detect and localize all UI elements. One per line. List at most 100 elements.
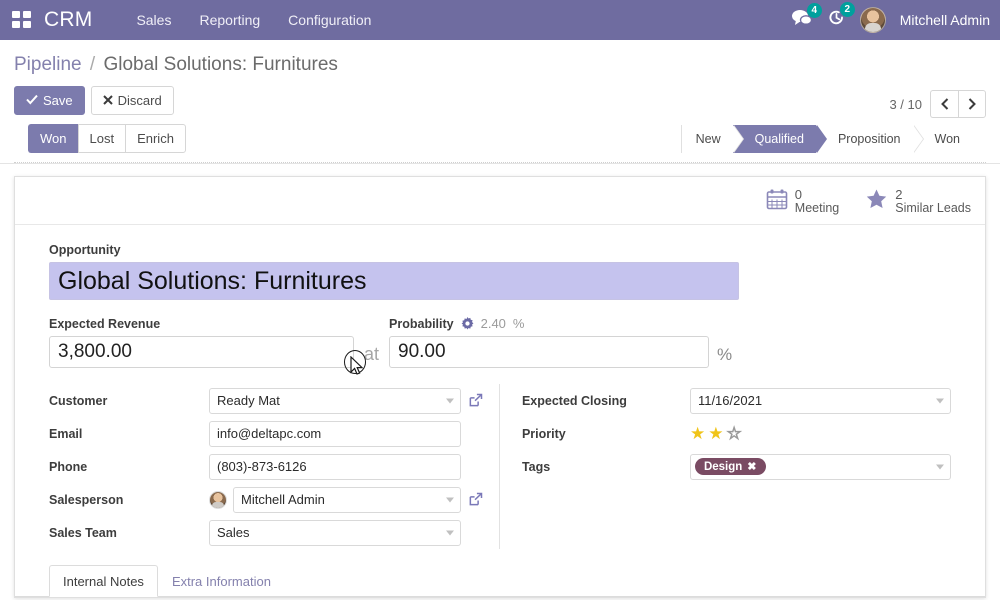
- field-row-phone: Phone: [49, 450, 483, 483]
- menu-item-configuration[interactable]: Configuration: [288, 12, 372, 28]
- avatar[interactable]: [859, 7, 886, 33]
- field-row-customer: Customer: [49, 384, 483, 417]
- calendar-icon: [766, 188, 788, 215]
- messages-badge: 4: [806, 3, 822, 18]
- revenue-probability-row: Expected Revenue at Probability 2.40: [49, 316, 951, 368]
- field-row-expected-closing: Expected Closing: [522, 384, 951, 417]
- menu-item-reporting[interactable]: Reporting: [199, 12, 261, 28]
- expected-revenue-label: Expected Revenue: [49, 317, 161, 331]
- discard-button-label: Discard: [117, 93, 162, 108]
- stat-meeting-label: Meeting: [794, 200, 840, 215]
- form-columns: Customer: [49, 384, 951, 549]
- chat-bubble-icon: [791, 9, 813, 31]
- form-column-right: Expected Closing Priority ★ ★ ☆: [500, 384, 951, 549]
- expected-closing-date-input[interactable]: [689, 387, 951, 414]
- customer-external-link-icon[interactable]: [468, 393, 483, 408]
- mark-won-button[interactable]: Won: [28, 124, 78, 153]
- messages-button[interactable]: 4: [791, 3, 822, 31]
- clock-activity-icon: [827, 8, 846, 32]
- gear-icon[interactable]: [461, 317, 474, 330]
- tag-remove-icon[interactable]: ✖: [747, 461, 757, 473]
- chevron-left-icon: [940, 98, 948, 110]
- tag-design-label: Design: [703, 460, 743, 473]
- email-label: Email: [49, 426, 83, 441]
- probability-unit: %: [717, 345, 733, 364]
- save-button-label: Save: [43, 93, 73, 108]
- stat-similar-leads-value: 2: [895, 187, 903, 203]
- salesperson-label: Salesperson: [49, 492, 124, 507]
- form-sheet-background: 0 Meeting 2 Similar Leads Opportunity: [0, 164, 1000, 598]
- enrich-button[interactable]: Enrich: [125, 124, 186, 153]
- priority-stars: ★ ★ ☆: [689, 424, 742, 443]
- email-field[interactable]: [209, 420, 461, 447]
- stat-button-box: 0 Meeting 2 Similar Leads: [15, 177, 985, 225]
- stage-new[interactable]: New: [681, 124, 744, 153]
- action-button-group: Won Lost Enrich: [28, 124, 186, 153]
- stage-qualified[interactable]: Qualified: [732, 124, 828, 153]
- user-menu-name[interactable]: Mitchell Admin: [899, 12, 990, 28]
- pipeline-statusbar: New Qualified Proposition Won: [680, 124, 972, 153]
- breadcrumb-root[interactable]: Pipeline: [14, 54, 82, 75]
- menu-item-sales[interactable]: Sales: [136, 12, 172, 28]
- tag-design[interactable]: Design ✖: [694, 458, 766, 475]
- phone-field[interactable]: [209, 453, 461, 480]
- discard-button[interactable]: Discard: [90, 86, 174, 115]
- breadcrumb: Pipeline / Global Solutions: Furnitures: [14, 40, 986, 76]
- expected-closing-label: Expected Closing: [521, 393, 627, 408]
- field-row-priority: Priority ★ ★ ☆: [522, 417, 951, 450]
- at-separator: at: [364, 344, 380, 364]
- stat-button-meeting[interactable]: 0 Meeting: [766, 188, 839, 215]
- salesperson-external-link-icon[interactable]: [468, 492, 483, 507]
- customer-input[interactable]: [209, 387, 461, 414]
- field-row-sales-team: Sales Team: [49, 516, 483, 549]
- salesperson-input-wrap: [233, 486, 461, 513]
- navbar-right-group: 4 2 Mitchell Admin: [791, 0, 990, 40]
- sales-team-input[interactable]: [209, 519, 461, 546]
- sales-team-label: Sales Team: [49, 525, 117, 540]
- email-input-wrap: [209, 420, 461, 447]
- tags-field[interactable]: Design ✖: [689, 453, 951, 480]
- form-column-left: Customer: [49, 384, 500, 549]
- priority-star-3[interactable]: ☆: [726, 424, 742, 443]
- stat-button-similar-leads[interactable]: 2 Similar Leads: [865, 188, 971, 215]
- pager-previous-button[interactable]: [930, 90, 958, 118]
- breadcrumb-separator: /: [89, 54, 96, 75]
- phone-input-wrap: [209, 453, 461, 480]
- customer-label: Customer: [49, 393, 108, 408]
- star-icon: [865, 188, 888, 215]
- field-row-tags: Tags Design ✖: [522, 450, 951, 483]
- stat-button-similar-leads-text: 2 Similar Leads: [895, 188, 971, 215]
- priority-star-1[interactable]: ★: [689, 424, 706, 443]
- save-button[interactable]: Save: [14, 86, 85, 115]
- expected-revenue-input[interactable]: [49, 336, 354, 368]
- mark-lost-button[interactable]: Lost: [77, 124, 126, 153]
- tab-extra-information[interactable]: Extra Information: [171, 574, 271, 589]
- tags-input-wrap[interactable]: Design ✖: [689, 453, 951, 480]
- stat-button-meeting-text: 0 Meeting: [795, 188, 839, 215]
- record-action-row: Save Discard: [14, 76, 986, 124]
- pager-next-button[interactable]: [958, 90, 986, 118]
- expected-closing-input-wrap: [689, 387, 951, 414]
- notebook-tabs: Internal Notes Extra Information: [15, 565, 985, 597]
- priority-label: Priority: [521, 426, 566, 441]
- probability-auto-unit: %: [512, 316, 525, 331]
- activities-button[interactable]: 2: [827, 2, 855, 32]
- opportunity-label: Opportunity: [49, 243, 121, 257]
- tab-internal-notes[interactable]: Internal Notes: [49, 565, 158, 597]
- app-brand-crm[interactable]: CRM: [44, 8, 93, 31]
- customer-input-wrap: [209, 387, 461, 414]
- activities-badge: 2: [839, 2, 855, 17]
- statusbar-row: Won Lost Enrich New Qualified Propositio…: [14, 124, 986, 163]
- opportunity-input[interactable]: [49, 262, 739, 300]
- field-row-email: Email: [49, 417, 483, 450]
- control-panel: Pipeline / Global Solutions: Furnitures …: [0, 40, 1000, 164]
- apps-grid-icon[interactable]: [12, 11, 32, 29]
- stat-meeting-value: 0: [794, 187, 803, 203]
- tags-label: Tags: [521, 459, 551, 474]
- form-sheet: 0 Meeting 2 Similar Leads Opportunity: [14, 176, 986, 598]
- stage-proposition[interactable]: Proposition: [815, 124, 924, 153]
- probability-input[interactable]: [389, 336, 710, 368]
- field-row-salesperson: Salesperson: [49, 483, 483, 516]
- priority-star-2[interactable]: ★: [708, 424, 724, 443]
- salesperson-input[interactable]: [233, 486, 461, 513]
